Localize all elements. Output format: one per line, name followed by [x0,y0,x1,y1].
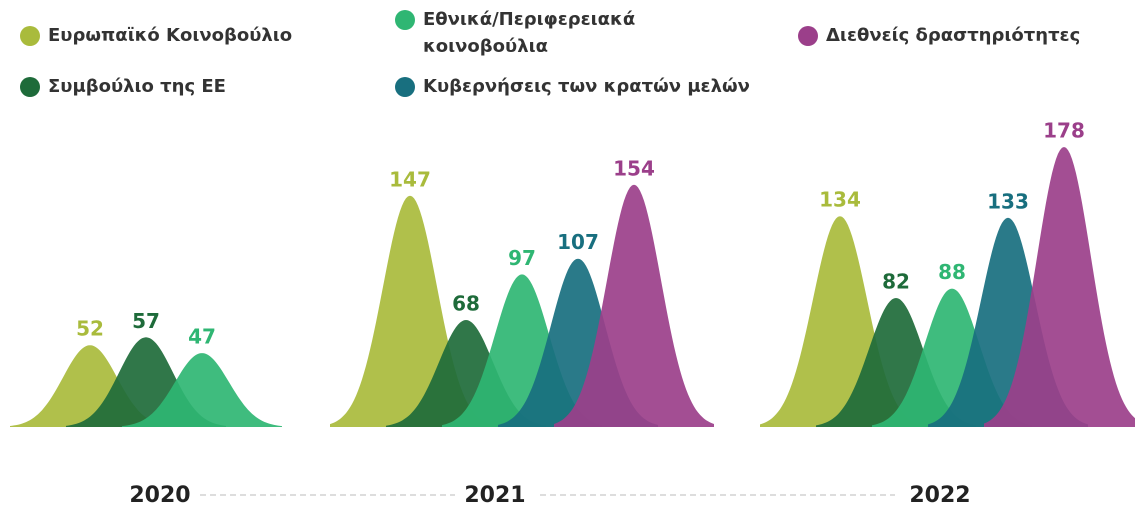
peak [984,147,1135,427]
legend-label: Ευρωπαϊκό Κοινοβούλιο [48,25,293,46]
data-label: 88 [938,260,966,284]
peak [122,353,282,427]
legend-swatch [20,77,40,97]
legend-swatch [395,10,415,30]
x-tick-label: 2022 [909,483,970,508]
legend-label: Εθνικά/Περιφερειακά κοινοβούλια [423,9,636,57]
legend-swatch [395,77,415,97]
data-label: 178 [1043,119,1085,143]
x-tick-label: 2020 [129,483,190,508]
data-label: 47 [188,325,216,349]
legend-label: Συμβούλιο της ΕΕ [48,76,226,97]
legend-label: Κυβερνήσεις των κρατών μελών [423,76,750,97]
legend-item: Διεθνείς δραστηριότητες [798,22,1080,49]
legend-item: Κυβερνήσεις των κρατών μελών [395,73,750,100]
legend-swatch [20,26,40,46]
data-label: 134 [819,188,861,212]
data-label: 107 [557,230,599,254]
data-label: 82 [882,270,910,294]
legend-item: Συμβούλιο της ΕΕ [20,73,226,100]
data-label: 133 [987,189,1029,213]
x-tick-label: 2021 [464,483,525,508]
data-label: 97 [508,246,536,270]
legend-label: Διεθνείς δραστηριότητες [826,25,1081,46]
data-label: 154 [613,156,655,180]
legend-item: Εθνικά/Περιφερειακά κοινοβούλια [395,6,685,60]
legend-swatch [798,26,818,46]
legend-item: Ευρωπαϊκό Κοινοβούλιο [20,22,292,49]
data-label: 57 [132,309,160,333]
peak [554,184,714,427]
data-label: 52 [76,317,104,341]
data-label: 68 [452,292,480,316]
data-label: 147 [389,167,431,191]
